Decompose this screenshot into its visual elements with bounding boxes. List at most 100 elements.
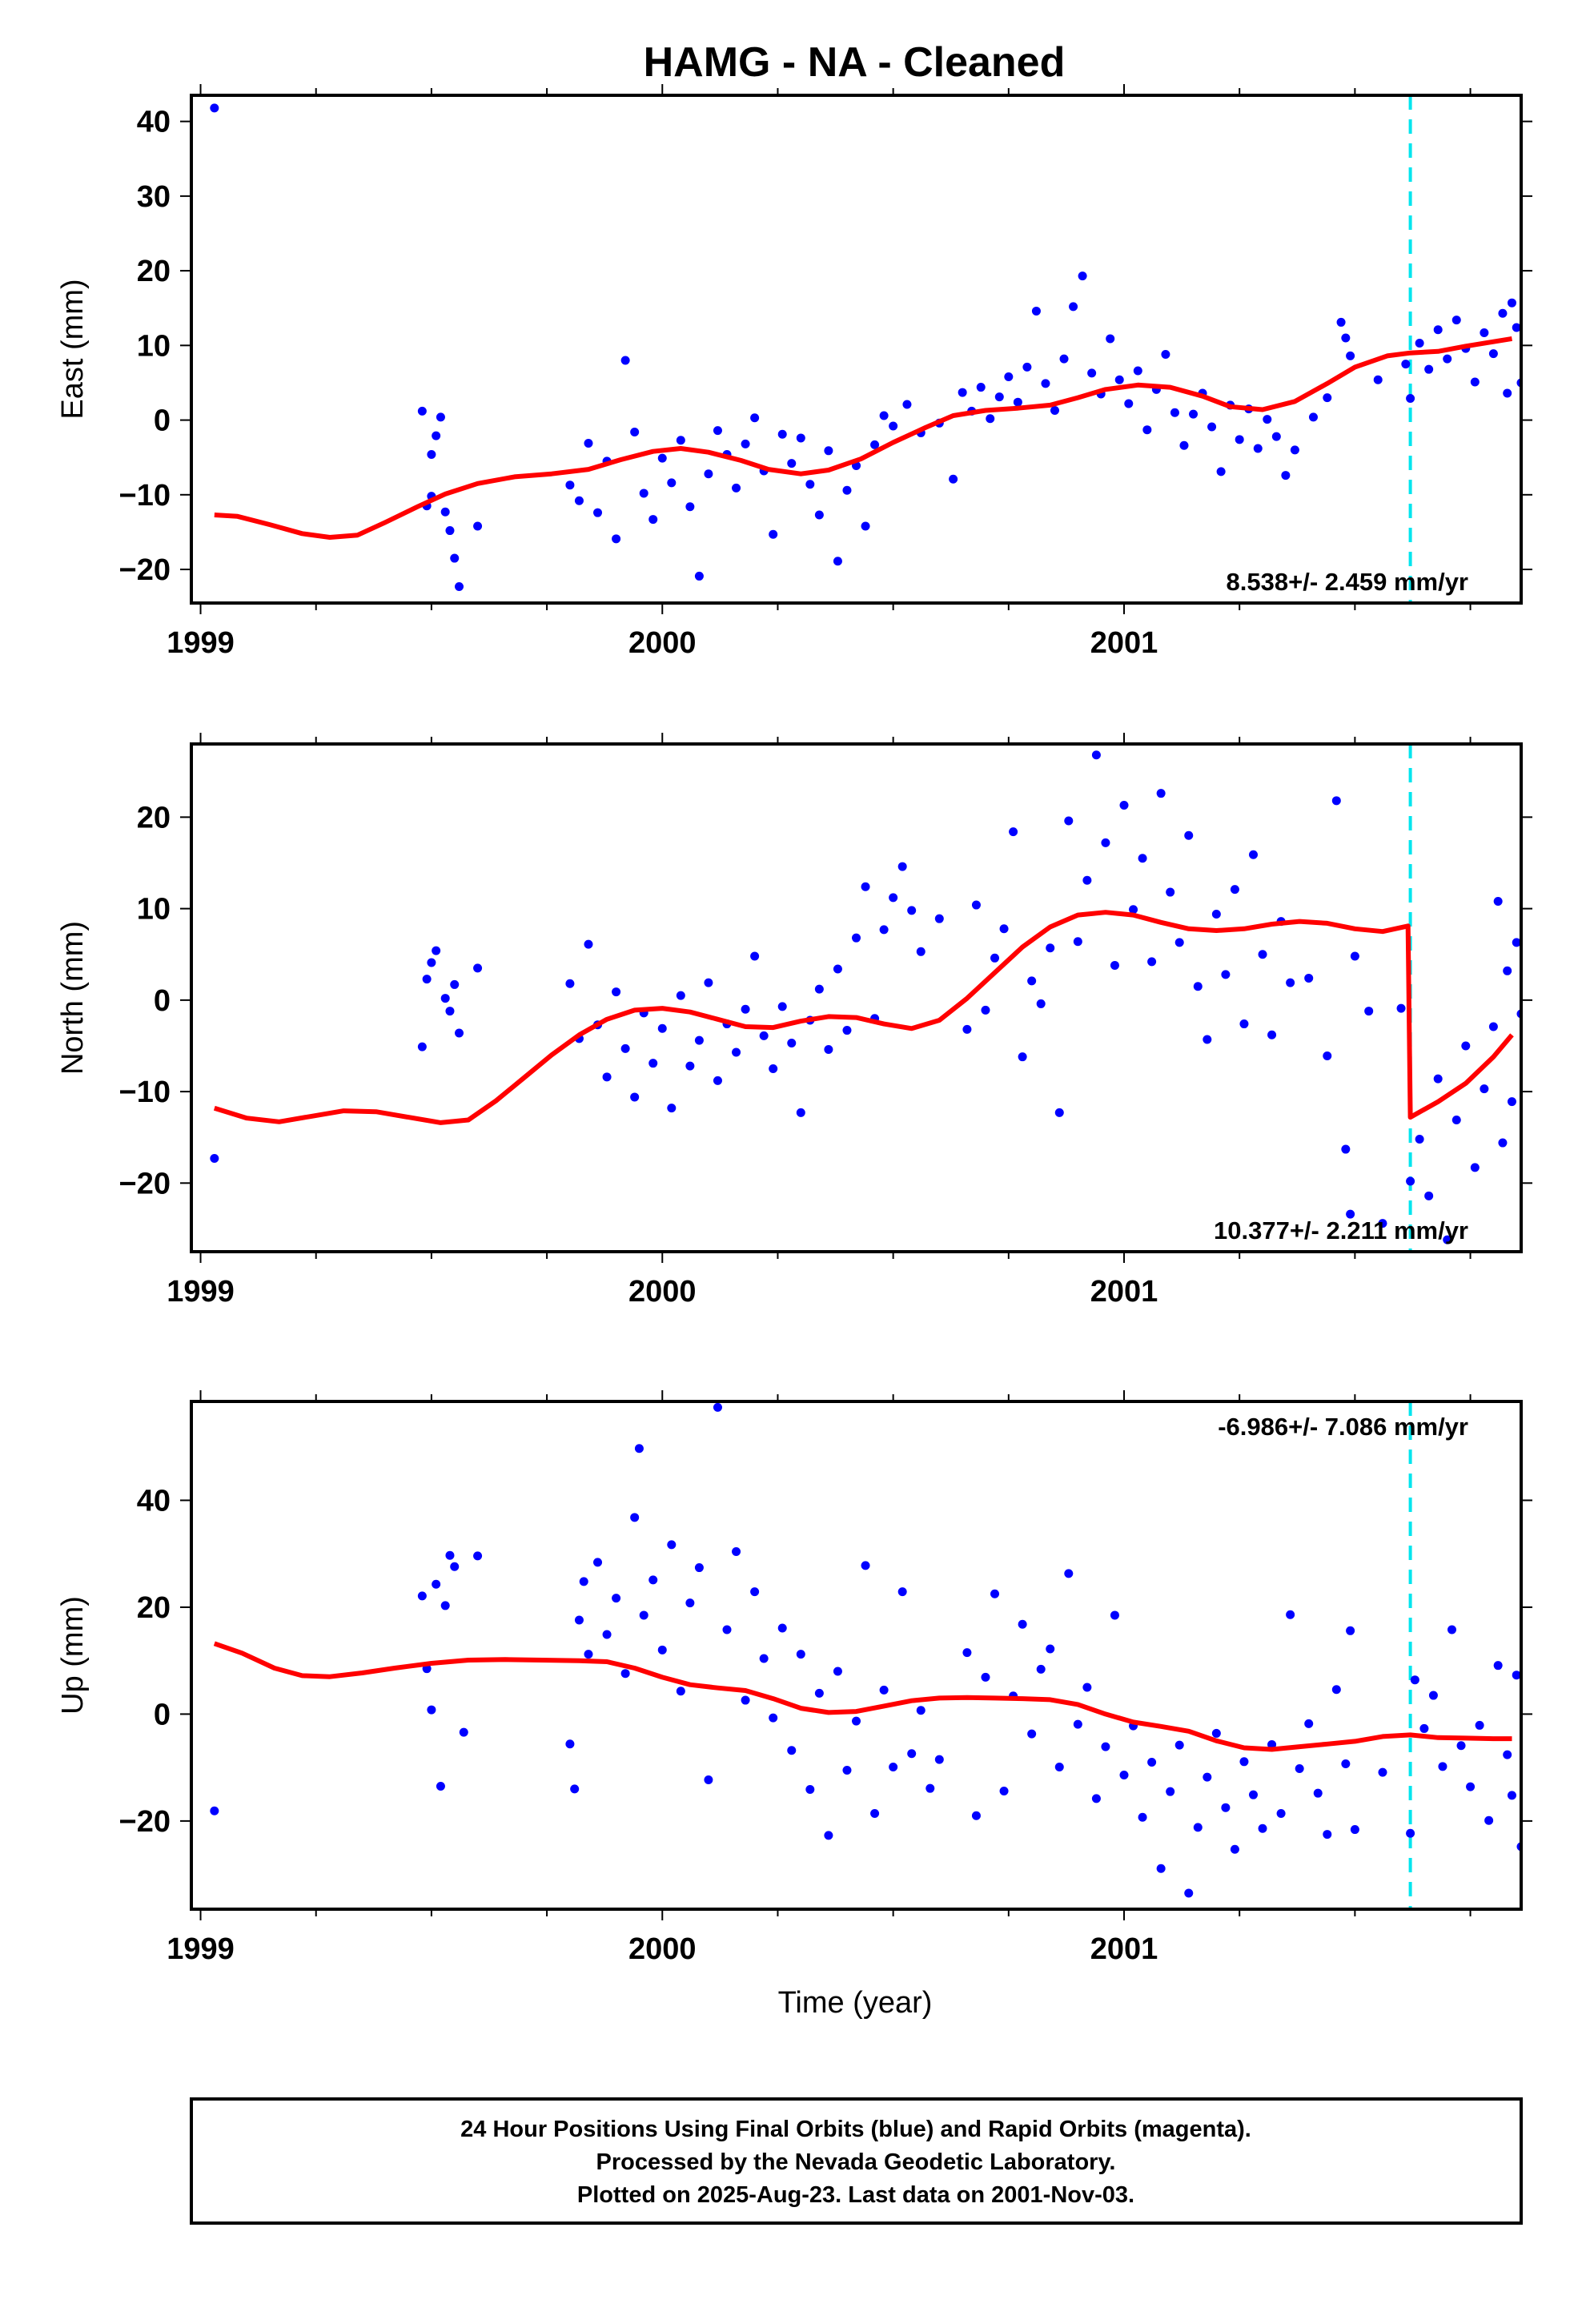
up-data-point	[833, 1667, 842, 1676]
up-data-point	[1018, 1619, 1027, 1629]
up-data-point	[916, 1706, 926, 1715]
north-data-point	[1221, 970, 1231, 979]
north-data-point	[1503, 966, 1512, 975]
north-data-point	[1239, 1019, 1249, 1029]
up-data-point	[805, 1785, 815, 1795]
up-data-point	[1267, 1739, 1277, 1749]
up-data-point	[612, 1594, 621, 1603]
north-data-point	[777, 1002, 787, 1011]
east-data-point	[1271, 432, 1281, 441]
north-data-point	[1101, 838, 1110, 847]
north-data-point	[1378, 1219, 1387, 1228]
up-data-point	[824, 1831, 833, 1840]
east-data-point	[593, 508, 603, 517]
east-data-point	[1406, 394, 1415, 404]
up-data-point	[1350, 1825, 1359, 1835]
up-data-point	[1082, 1683, 1092, 1692]
east-data-point	[427, 449, 436, 459]
north-data-point	[990, 953, 1000, 963]
east-data-point	[1087, 368, 1097, 378]
east-data-point	[1059, 354, 1069, 364]
east-data-point	[1507, 298, 1516, 308]
north-data-point	[1331, 796, 1341, 806]
east-data-point	[741, 439, 750, 448]
east-data-point	[796, 433, 805, 443]
east-data-point	[584, 438, 593, 448]
east-data-point	[1050, 405, 1059, 415]
east-data-point	[889, 421, 898, 431]
north-data-point	[824, 1045, 833, 1055]
up-data-point	[570, 1784, 580, 1794]
up-data-point	[450, 1562, 460, 1571]
east-plot-area	[210, 95, 1521, 603]
north-data-point	[455, 1028, 464, 1038]
east-data-point	[1161, 350, 1170, 360]
north-data-point	[934, 914, 944, 923]
east-data-point	[1069, 302, 1078, 312]
north-data-point	[1258, 950, 1267, 959]
north-data-point	[565, 979, 575, 988]
up-data-point	[1304, 1719, 1314, 1728]
up-data-point	[473, 1551, 483, 1561]
north-data-point	[1493, 896, 1503, 906]
up-data-point	[713, 1402, 722, 1412]
east-data-point	[1341, 333, 1351, 343]
up-data-point	[1221, 1803, 1231, 1812]
north-data-point	[741, 1004, 750, 1014]
east-data-point	[667, 478, 677, 488]
east-data-point	[777, 429, 787, 439]
up-data-point	[417, 1591, 427, 1601]
up-data-point	[852, 1716, 861, 1726]
east-data-point	[436, 412, 445, 422]
north-data-point	[1082, 875, 1092, 885]
east-data-point	[1022, 362, 1032, 372]
north-data-point	[759, 1031, 769, 1040]
up-data-point	[1503, 1750, 1512, 1759]
up-data-point	[1064, 1569, 1074, 1578]
up-data-point	[1036, 1664, 1046, 1674]
north-x-tick-label: 2001	[1090, 1275, 1158, 1309]
up-y-tick-label: 0	[154, 1698, 171, 1731]
north-rate-label: 10.377+/- 2.211 mm/yr	[1214, 1216, 1468, 1244]
up-data-point	[584, 1650, 593, 1659]
east-data-point	[1106, 334, 1115, 344]
up-panel: −20 0 20 40 1999 2000 2001 Up (mm) -6.986+/- 7.0…	[56, 1390, 1532, 1966]
east-data-point	[1078, 271, 1087, 281]
north-y-tick-label: 20	[137, 801, 171, 834]
east-x-tick-label: 2001	[1090, 626, 1158, 660]
north-data-point	[879, 925, 889, 935]
east-data-point	[1281, 471, 1291, 480]
east-data-point	[1216, 467, 1226, 476]
north-data-point	[1193, 982, 1203, 991]
east-y-tick-label: 20	[137, 255, 171, 288]
east-data-point	[1133, 366, 1142, 376]
north-x-tick-label: 2000	[628, 1275, 697, 1309]
north-fit-line	[213, 910, 1514, 1125]
up-x-tick-label: 1999	[167, 1932, 235, 1966]
north-data-point	[796, 1108, 805, 1117]
east-data-point	[1124, 399, 1134, 408]
north-frame	[190, 742, 1523, 1253]
east-data-point	[1498, 308, 1508, 318]
north-data-point	[1064, 816, 1074, 826]
up-y-tick-label: 20	[137, 1591, 171, 1625]
up-data-point	[630, 1513, 640, 1522]
east-data-point	[1142, 425, 1152, 435]
north-data-point	[1433, 1074, 1443, 1084]
east-data-point	[210, 103, 219, 113]
east-data-point	[1290, 445, 1299, 455]
north-data-point	[916, 947, 926, 956]
north-data-point	[971, 900, 981, 910]
east-data-point	[694, 571, 704, 581]
north-data-point	[1323, 1051, 1332, 1061]
up-data-point	[1248, 1790, 1258, 1799]
east-data-point	[574, 496, 584, 505]
east-data-point	[986, 414, 995, 424]
east-data-point	[1443, 354, 1452, 364]
up-data-point	[934, 1755, 944, 1764]
up-data-point	[971, 1811, 981, 1820]
up-data-point	[1313, 1788, 1323, 1798]
north-data-point	[620, 1043, 630, 1053]
east-data-point	[432, 431, 441, 440]
up-data-point	[634, 1444, 644, 1454]
